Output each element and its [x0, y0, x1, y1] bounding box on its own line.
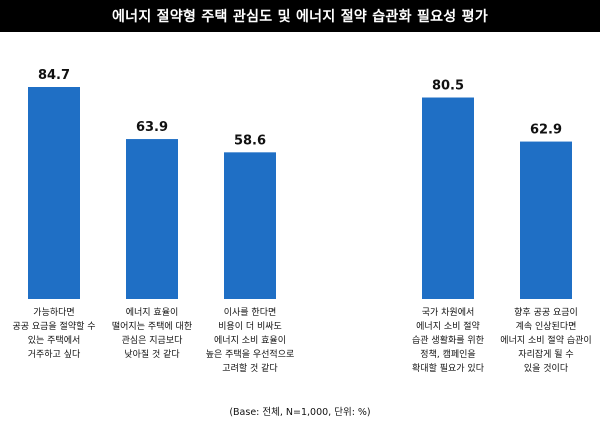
bar-5	[520, 141, 572, 299]
footnote: (Base: 전체, N=1,000, 단위: %)	[229, 407, 371, 418]
bar-value-label-2: 63.9	[136, 120, 168, 135]
bar-value-label-1: 84.7	[38, 68, 70, 83]
bar-value-label-3: 58.6	[234, 133, 266, 148]
bar-4	[422, 97, 474, 300]
bar-value-label-4: 80.5	[432, 79, 464, 94]
category-label-4: 국가 차원에서 에너지 소비 절약 습관 생활화를 위한 정책, 캠페인을 확대…	[412, 308, 484, 374]
bar-2	[126, 139, 178, 299]
category-label-2: 에너지 효율이 떨어지는 주택에 대한 관심은 지금보다 낮아질 것 같다	[111, 308, 193, 360]
category-label-5: 향후 공공 요금이 계속 인상된다면 에너지 소비 절약 습관이 자리잡게 될 …	[500, 308, 592, 374]
category-label-3: 이사를 한다면 비용이 더 비싸도 에너지 소비 효율이 높은 주택을 우선적으…	[205, 308, 295, 374]
category-label-1: 가능하다면 공공 요금을 절약할 수 있는 주택에서 거주하고 싶다	[12, 308, 96, 360]
chart-title: 에너지 절약형 주택 관심도 및 에너지 절약 습관화 필요성 평가	[0, 0, 600, 32]
bar-value-label-5: 62.9	[530, 123, 562, 138]
bar-3	[224, 152, 276, 299]
bar-1	[28, 87, 80, 299]
